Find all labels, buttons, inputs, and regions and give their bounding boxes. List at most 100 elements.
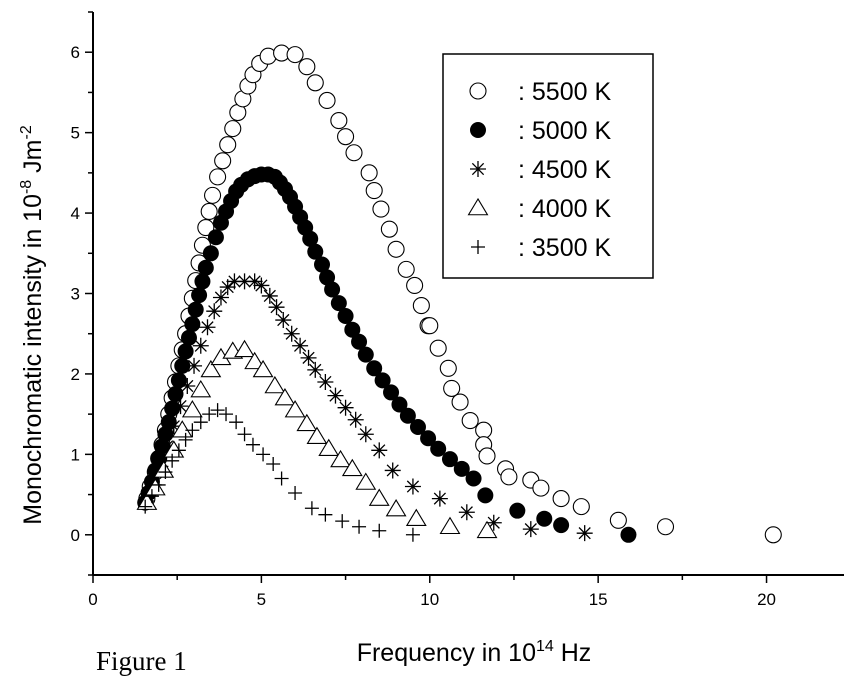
data-point [337, 308, 354, 325]
data-point [347, 411, 364, 428]
data-point [158, 465, 173, 480]
data-point [210, 403, 225, 418]
data-point [204, 186, 222, 204]
legend-marker [469, 82, 487, 100]
data-point [288, 485, 303, 500]
data-point [357, 346, 374, 363]
y-axis-label: Monochromatic intensity in 10-8 Jm-2 [18, 125, 47, 525]
data-point [365, 182, 383, 200]
data-point [284, 400, 306, 418]
data-point [318, 91, 336, 110]
data-point [478, 447, 496, 465]
data-point [144, 478, 166, 496]
data-point [330, 112, 348, 130]
data-point [443, 379, 461, 397]
data-point [304, 501, 319, 516]
legend-item: : 5000 K [470, 117, 611, 145]
legend-label: : 4000 K [518, 195, 611, 223]
data-point [197, 259, 214, 276]
y-tick-label: 1 [71, 445, 80, 464]
data-point [138, 499, 153, 514]
data-point [420, 430, 437, 447]
data-point [576, 525, 593, 542]
data-point [355, 472, 377, 490]
data-point [335, 514, 350, 529]
data-point [764, 526, 782, 544]
data-point [421, 317, 439, 335]
data-point [344, 321, 361, 338]
legend: : 5500 K: 5000 K: 4500 K: 4000 K: 3500 K [442, 53, 654, 279]
data-point [553, 517, 570, 534]
x-tick-label: 10 [420, 590, 439, 609]
series-4 [136, 339, 498, 539]
data-point [172, 398, 189, 415]
legend-marker [470, 122, 486, 138]
legend-item: : 5500 K [469, 78, 611, 106]
x-tick-label: 20 [757, 590, 776, 609]
data-point [451, 393, 469, 411]
data-point [253, 277, 270, 294]
data-point [184, 316, 201, 333]
data-point [177, 343, 194, 360]
series-3 [138, 273, 593, 542]
data-point [268, 299, 285, 316]
data-point [224, 120, 242, 138]
data-point [199, 319, 216, 336]
data-point [164, 400, 181, 417]
data-point [324, 281, 341, 298]
data-point [319, 269, 336, 286]
data-point [536, 510, 553, 527]
x-axis-label-exponent: 14 [536, 638, 554, 655]
data-point [406, 276, 424, 295]
data-point [307, 361, 324, 378]
data-point [458, 504, 475, 521]
data-point [318, 507, 333, 522]
data-point [192, 337, 209, 354]
data-point [337, 399, 354, 416]
data-point [219, 279, 236, 296]
data-point [476, 520, 498, 539]
data-point [317, 373, 334, 390]
data-point [391, 396, 408, 413]
y-tick-label: 6 [71, 43, 80, 62]
legend-label: : 5500 K [518, 78, 611, 106]
data-point [219, 407, 234, 422]
data-point [174, 357, 191, 374]
data-point [409, 419, 426, 436]
x-tick-label: 0 [88, 590, 97, 609]
x-axis-label: Frequency in 1014 Hz [357, 638, 592, 667]
data-point [245, 437, 260, 452]
legend-marker [471, 240, 485, 254]
data-point [209, 168, 227, 186]
data-point [475, 421, 493, 439]
data-point [477, 487, 494, 504]
data-point [186, 357, 203, 374]
y-tick-label: 3 [71, 285, 80, 304]
data-point [383, 384, 400, 401]
data-point [430, 440, 447, 457]
data-point [380, 220, 398, 238]
data-point [202, 407, 217, 422]
data-point [366, 360, 383, 377]
data-point [246, 273, 263, 290]
y-tick-label: 5 [71, 124, 80, 143]
data-point [341, 458, 363, 477]
data-point [465, 470, 482, 487]
data-markers [136, 44, 782, 544]
data-point [330, 449, 351, 468]
data-point [252, 359, 274, 378]
legend-marker [467, 197, 489, 216]
data-point [214, 152, 232, 170]
data-point [165, 418, 182, 435]
data-point [404, 478, 421, 495]
legend-marker [470, 161, 486, 177]
data-point [207, 229, 224, 246]
data-point [552, 490, 570, 508]
data-point [405, 508, 427, 527]
data-point [197, 218, 215, 237]
data-point [261, 287, 278, 304]
data-point [170, 372, 187, 389]
x-tick-label: 15 [589, 590, 608, 609]
data-point [441, 451, 458, 468]
data-point [234, 339, 255, 358]
